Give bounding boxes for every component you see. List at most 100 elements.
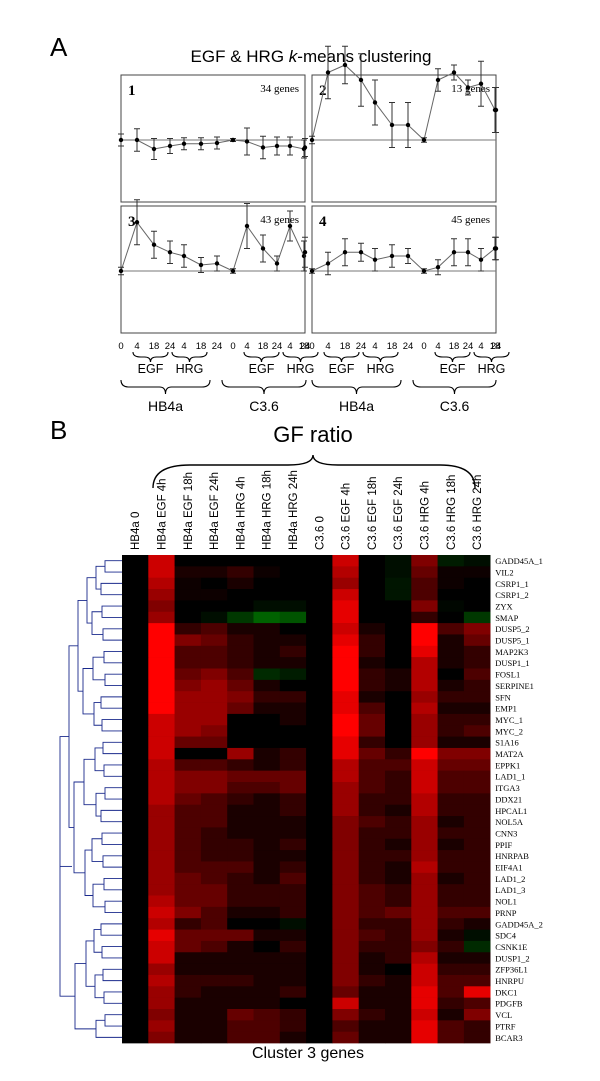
heatmap-cell [148, 884, 175, 896]
row-label: SERPINE1 [495, 681, 534, 691]
heatmap-cell [279, 838, 307, 851]
heatmap-cell [253, 872, 281, 885]
heatmap-cell [200, 940, 228, 953]
heatmap-cell [200, 577, 228, 590]
heatmap-cell [253, 702, 281, 715]
heatmap-cell [174, 1020, 202, 1032]
heatmap-cell [358, 816, 386, 828]
heatmap-cell [385, 577, 412, 590]
heatmap-cell [279, 872, 307, 885]
row-label: HPCAL1 [495, 806, 527, 816]
heatmap-cell [200, 1009, 228, 1021]
heatmap-cell [200, 1031, 228, 1044]
heatmap-cell [227, 861, 254, 874]
x-tick-label: 18 [258, 341, 269, 352]
dendrogram-branch [74, 963, 96, 1030]
heatmap-cell [174, 725, 202, 737]
heatmap-cell [174, 929, 202, 942]
heatmap-cell [437, 929, 465, 942]
gf-ratio-brace [152, 454, 476, 489]
heatmap-cell [332, 566, 359, 578]
column-label: C3.6 EGF 24h [393, 476, 405, 550]
heatmap-cell [122, 1020, 149, 1032]
heatmap-cell [385, 963, 412, 976]
heatmap-cell [253, 759, 281, 771]
heatmap-cell [148, 634, 175, 647]
data-point [342, 62, 348, 68]
heatmap-cell [332, 963, 359, 976]
heatmap-cell [306, 827, 333, 840]
dendrogram-branch [100, 696, 122, 709]
heatmap-cell [358, 1031, 386, 1044]
row-label: GADD45A_1 [495, 556, 543, 566]
data-point [342, 250, 348, 255]
heatmap-cell [200, 997, 228, 1010]
heatmap-cell [332, 736, 359, 749]
heatmap-cell [411, 725, 438, 737]
data-point [435, 265, 441, 270]
heatmap-cell [332, 997, 359, 1010]
heatmap-cell [148, 657, 175, 669]
heatmap-cell [227, 691, 254, 703]
heatmap-cell [148, 850, 175, 862]
column-label: C3.6 HRG 18h [446, 475, 458, 550]
dendrogram-branch [100, 809, 122, 823]
heatmap-cell [306, 861, 333, 874]
x-tick-label: 18 [149, 341, 160, 352]
heatmap-cell [148, 702, 175, 715]
heatmap-cell [200, 793, 228, 805]
dendrogram-branch [103, 651, 122, 664]
heatmap-cell [174, 861, 202, 874]
heatmap-cell [227, 1020, 254, 1032]
heatmap-cell [358, 623, 386, 635]
heatmap-cell [174, 634, 202, 647]
heatmap-cell [174, 623, 202, 635]
heatmap-cell [200, 600, 228, 613]
heatmap-cell [253, 566, 281, 578]
cell-line-label: C3.6 [440, 398, 470, 414]
data-point [151, 146, 157, 152]
x-tick-label: 18 [196, 341, 207, 352]
data-point [260, 145, 266, 150]
heatmap-cell [358, 986, 386, 998]
heatmap-cell [463, 963, 491, 976]
row-label: S1A16 [495, 738, 519, 748]
heatmap-cell [227, 838, 254, 851]
heatmap-cell [332, 589, 359, 601]
heatmap-cell [463, 974, 491, 987]
row-label: PPIF [495, 840, 512, 850]
heatmap-cell [332, 1031, 359, 1044]
heatmap-cell [174, 657, 202, 669]
dendrogram-branch [92, 656, 105, 681]
heatmap-cell [200, 929, 228, 942]
heatmap-cell [227, 940, 254, 953]
group-brace [282, 351, 319, 363]
heatmap-cell [332, 577, 359, 590]
heatmap-cell [253, 657, 281, 669]
row-label: HNRPAB [495, 851, 529, 861]
heatmap-cell [437, 600, 465, 613]
heatmap-cell [463, 691, 491, 703]
heatmap-cell [306, 747, 333, 760]
group-label: HRG [287, 362, 315, 376]
data-point [358, 250, 364, 255]
heatmap-cell [174, 850, 202, 862]
heatmap-cell [122, 918, 149, 930]
heatmap-cell [200, 861, 228, 874]
row-label: ITGA3 [495, 783, 520, 793]
heatmap-cell [385, 725, 412, 737]
heatmap-cell [200, 623, 228, 635]
row-label: ZYX [495, 601, 512, 611]
heatmap-cell [122, 657, 149, 669]
heatmap-cell [253, 884, 281, 896]
heatmap-cell [227, 986, 254, 998]
heatmap-cell [122, 770, 149, 783]
heatmap-cell [227, 555, 254, 567]
heatmap-cell [279, 861, 307, 874]
heatmap-cell [200, 816, 228, 828]
heatmap-cell [411, 940, 438, 953]
heatmap-cell [411, 816, 438, 828]
heatmap-cell [437, 623, 465, 635]
heatmap-cell [463, 940, 491, 953]
